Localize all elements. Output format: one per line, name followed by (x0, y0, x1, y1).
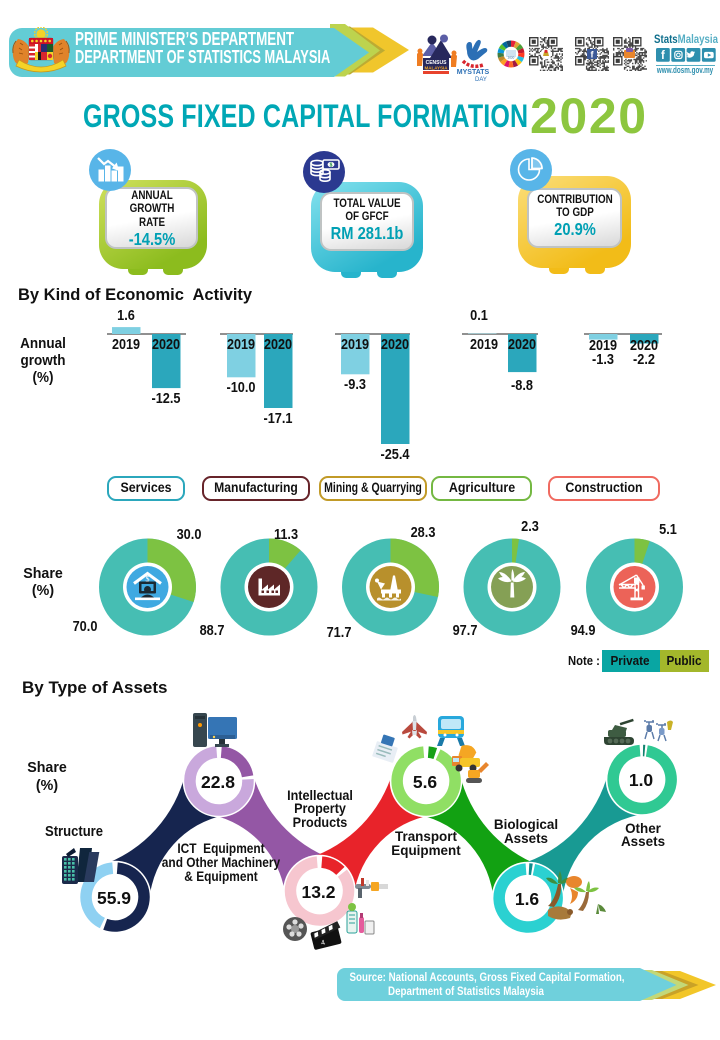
svg-text:CENSUS: CENSUS (426, 60, 448, 66)
svg-text:f: f (661, 50, 665, 62)
svg-text:$: $ (146, 575, 150, 584)
svg-text:DAY: DAY (475, 77, 487, 83)
svg-text:$: $ (330, 163, 333, 169)
svg-text:2020: 2020 (508, 56, 515, 60)
svg-text:4: 4 (320, 939, 326, 947)
svg-text:MYSTATS: MYSTATS (457, 69, 490, 76)
svg-text:f: f (591, 50, 595, 60)
svg-text:MALAYSIA: MALAYSIA (424, 66, 448, 71)
